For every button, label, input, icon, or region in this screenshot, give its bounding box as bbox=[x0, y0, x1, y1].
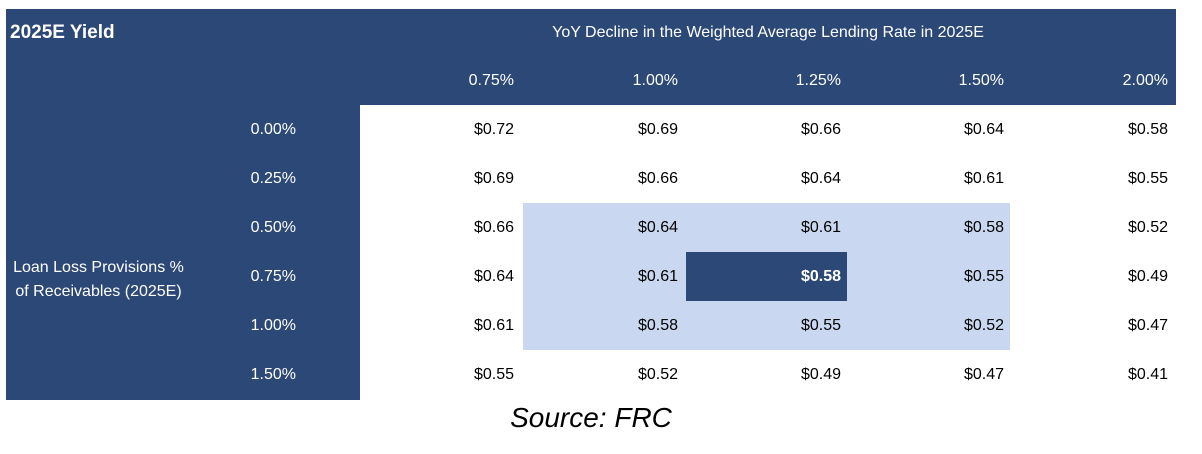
column-header: 1.00% bbox=[632, 72, 678, 89]
table-cell: $0.58 bbox=[637, 316, 678, 334]
table-cell: $0.64 bbox=[473, 267, 514, 285]
table-cell: $0.52 bbox=[637, 365, 678, 383]
row-label-band bbox=[6, 105, 360, 400]
table-cell: $0.47 bbox=[1127, 316, 1168, 334]
column-header: 2.00% bbox=[1122, 72, 1168, 89]
row-axis-label: Loan Loss Provisions % of Receivables (2… bbox=[13, 259, 184, 300]
table-cell: $0.72 bbox=[473, 120, 514, 138]
column-header: 1.50% bbox=[958, 72, 1004, 89]
row-header: 0.75% bbox=[250, 267, 296, 285]
header-band bbox=[6, 9, 1176, 105]
table-cell: $0.47 bbox=[963, 365, 1004, 383]
table-cell: $0.61 bbox=[800, 218, 841, 236]
table-cell: $0.55 bbox=[963, 267, 1004, 285]
table-cell: $0.61 bbox=[963, 169, 1004, 187]
row-header: 1.50% bbox=[250, 365, 296, 383]
column-axis-label: YoY Decline in the Weighted Average Lend… bbox=[552, 24, 984, 41]
column-header: 0.75% bbox=[468, 72, 514, 89]
table-cell: $0.52 bbox=[1127, 218, 1168, 236]
row-header: 0.00% bbox=[250, 120, 296, 138]
table-cell: $0.69 bbox=[473, 169, 514, 187]
table-cell: $0.49 bbox=[800, 365, 841, 383]
row-header: 0.25% bbox=[250, 169, 296, 187]
row-header: 1.00% bbox=[250, 316, 296, 334]
table-cell: $0.52 bbox=[963, 316, 1004, 334]
table-cell: $0.66 bbox=[800, 120, 841, 138]
table-cell: $0.55 bbox=[473, 365, 514, 383]
sensitivity-table: 0.75% 1.00% 1.25% 1.50% 2.00% 0.00% 0.25% 0.50%… bbox=[6, 9, 1176, 400]
table-cell: $0.61 bbox=[473, 316, 514, 334]
row-header: 0.50% bbox=[250, 218, 296, 236]
highlight-cell bbox=[686, 252, 847, 301]
table-cell: $0.49 bbox=[1127, 267, 1168, 285]
table-cell: $0.41 bbox=[1127, 365, 1168, 383]
source-note: Source: FRC bbox=[510, 402, 672, 433]
table-cell: $0.55 bbox=[1127, 169, 1168, 187]
table-cell: $0.58 bbox=[1127, 120, 1168, 138]
table-cell: $0.64 bbox=[800, 169, 841, 187]
table-cell: $0.58 bbox=[800, 267, 841, 285]
table-cell: $0.64 bbox=[637, 218, 678, 236]
table-cell: $0.69 bbox=[637, 120, 678, 138]
table-cell: $0.58 bbox=[963, 218, 1004, 236]
table-cell: $0.55 bbox=[800, 316, 841, 334]
table-cell: $0.66 bbox=[473, 218, 514, 236]
table-cell: $0.61 bbox=[637, 267, 678, 285]
table-cell: $0.64 bbox=[963, 120, 1004, 138]
table-title: 2025E Yield bbox=[10, 22, 115, 43]
column-header: 1.25% bbox=[795, 72, 841, 89]
table-cell: $0.66 bbox=[637, 169, 678, 187]
